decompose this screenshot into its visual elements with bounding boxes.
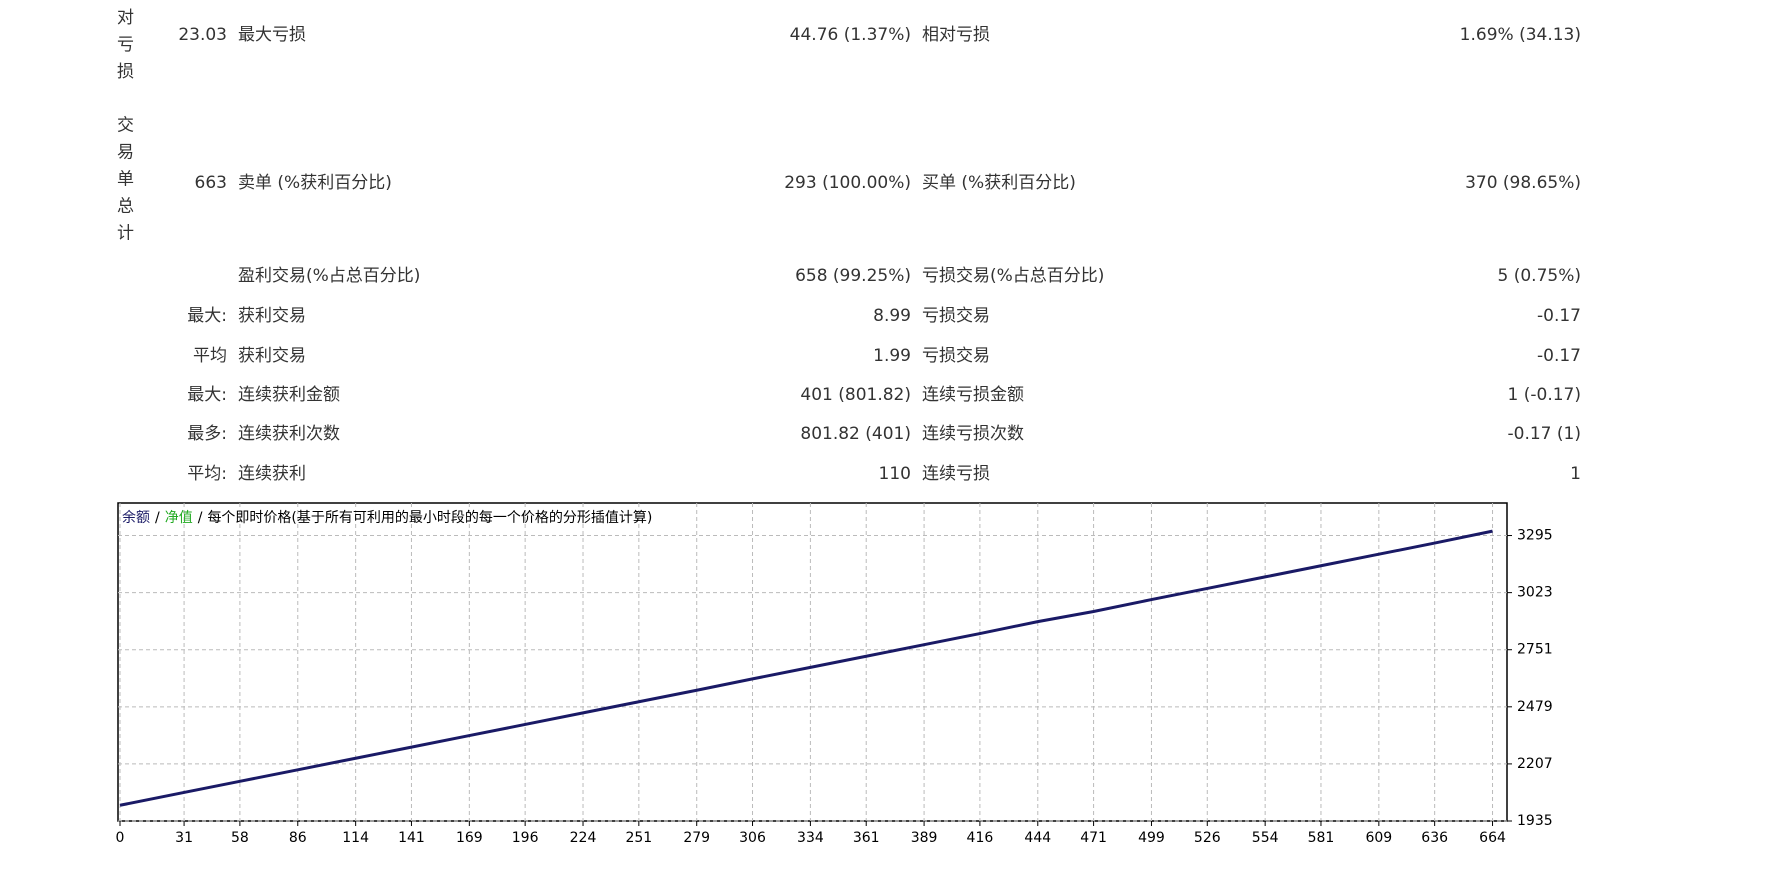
stat-label: 获利交易 — [238, 346, 306, 366]
y-tick-label: 1935 — [1517, 813, 1553, 829]
stat-label: 盈利交易(%占总百分比) — [238, 266, 420, 286]
y-tick-label: 2207 — [1517, 756, 1553, 772]
section-value: 23.03 — [178, 25, 227, 45]
x-tick-label: 526 — [1194, 830, 1221, 846]
row-prefix: 最大: — [187, 306, 227, 326]
balance-line — [119, 529, 1493, 807]
row-prefix: 平均: — [187, 464, 227, 484]
y-tick-label: 2479 — [1517, 699, 1553, 715]
stat-value: 5 (0.75%) — [1498, 266, 1582, 286]
stat-value: -0.17 — [1537, 346, 1581, 366]
stat-value: 8.99 — [873, 306, 911, 326]
x-tick-label: 169 — [456, 830, 483, 846]
x-tick-label: 581 — [1308, 830, 1335, 846]
stat-value: -0.17 (1) — [1508, 424, 1581, 444]
x-tick-label: 361 — [853, 830, 880, 846]
section-value: 663 — [195, 173, 227, 193]
grid — [118, 503, 1507, 822]
stat-label: 连续亏损次数 — [922, 424, 1024, 444]
stat-label: 连续亏损金额 — [922, 385, 1024, 405]
x-tick-label: 471 — [1080, 830, 1107, 846]
row-prefix: 最多: — [187, 424, 227, 444]
stat-value: 401 (801.82) — [800, 385, 911, 405]
y-tick-label: 2751 — [1517, 642, 1553, 658]
x-tick-label: 141 — [398, 830, 425, 846]
x-tick-label: 636 — [1421, 830, 1448, 846]
x-tick-label: 196 — [512, 830, 539, 846]
legend-equity: 净值 — [165, 510, 193, 526]
x-tick-label: 499 — [1138, 830, 1165, 846]
x-tick-label: 416 — [967, 830, 994, 846]
y-tick-label: 3295 — [1517, 528, 1553, 544]
stat-label: 连续获利次数 — [238, 424, 340, 444]
stat-label: 连续获利金额 — [238, 385, 340, 405]
chart-title: 每个即时价格(基于所有可利用的最小时段的每一个价格的分形插值计算) — [207, 509, 652, 526]
chart-frame — [117, 502, 1508, 822]
stat-label: 买单 (%获利百分比) — [922, 173, 1076, 193]
stat-value: 370 (98.65%) — [1465, 173, 1581, 193]
section-label: 交易单总计 — [113, 115, 134, 250]
x-tick-label: 609 — [1365, 830, 1392, 846]
stat-value: 1 — [1570, 464, 1581, 484]
stat-value: -0.17 — [1537, 306, 1581, 326]
x-tick-label: 389 — [911, 830, 938, 846]
row-prefix: 平均 — [193, 346, 227, 366]
x-tick-label: 444 — [1024, 830, 1051, 846]
x-tick-label: 31 — [175, 830, 193, 846]
x-tick-label: 306 — [739, 830, 766, 846]
x-tick-label: 58 — [231, 830, 249, 846]
stat-label: 亏损交易(%占总百分比) — [922, 266, 1104, 286]
x-tick-label: 664 — [1479, 830, 1506, 846]
stat-value: 293 (100.00%) — [784, 173, 911, 193]
stat-value: 44.76 (1.37%) — [790, 25, 911, 45]
stat-value: 801.82 (401) — [800, 424, 911, 444]
stat-label: 连续获利 — [238, 464, 306, 484]
stat-label: 亏损交易 — [922, 346, 990, 366]
x-tick-label: 114 — [342, 830, 369, 846]
stat-label: 最大亏损 — [238, 25, 306, 45]
x-tick-label: 251 — [625, 830, 652, 846]
x-tick-label: 334 — [797, 830, 824, 846]
stat-label: 卖单 (%获利百分比) — [238, 173, 392, 193]
stat-label: 获利交易 — [238, 306, 306, 326]
stat-value: 658 (99.25%) — [795, 266, 911, 286]
stat-value: 1 (-0.17) — [1508, 385, 1581, 405]
stat-label: 亏损交易 — [922, 306, 990, 326]
legend-separator: / — [198, 510, 203, 526]
x-tick-label: 86 — [289, 830, 307, 846]
stat-value: 110 — [879, 464, 911, 484]
section-label: 绝对亏损 — [113, 0, 134, 89]
stat-value: 1.69% (34.13) — [1460, 25, 1581, 45]
stat-label: 连续亏损 — [922, 464, 990, 484]
x-tick-label: 0 — [116, 830, 125, 846]
legend-separator: / — [155, 510, 160, 526]
x-tick-label: 554 — [1252, 830, 1279, 846]
row-prefix: 最大: — [187, 385, 227, 405]
x-tick-label: 224 — [570, 830, 597, 846]
stat-value: 1.99 — [873, 346, 911, 366]
stat-label: 相对亏损 — [922, 25, 990, 45]
y-tick-label: 3023 — [1517, 585, 1553, 601]
legend-balance: 余额 — [122, 509, 150, 526]
x-tick-label: 279 — [683, 830, 710, 846]
